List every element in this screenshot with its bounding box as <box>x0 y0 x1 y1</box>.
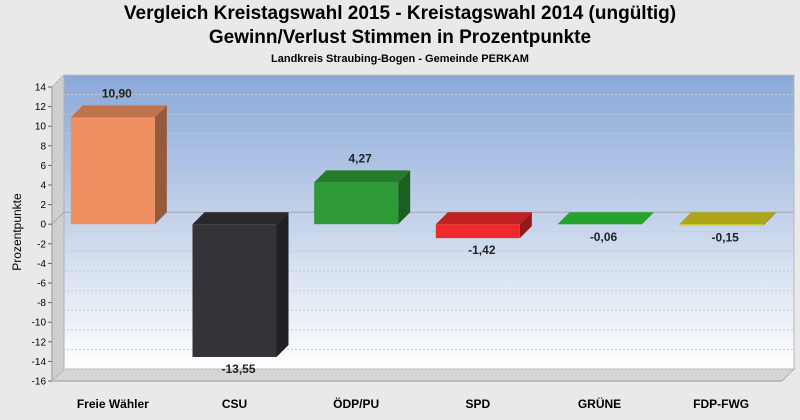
x-category-label: Freie Wähler <box>77 397 149 411</box>
chart-subtitle: Landkreis Straubing-Bogen - Gemeinde PER… <box>271 53 529 65</box>
y-tick-label: 0 <box>40 220 46 231</box>
bar <box>557 212 654 225</box>
y-tick-label: 12 <box>35 102 47 113</box>
bar-front <box>435 224 520 239</box>
bar <box>70 105 167 225</box>
bar-top <box>70 105 167 118</box>
bar-side <box>398 170 411 225</box>
bar <box>435 212 532 239</box>
chart-title-line-2: Gewinn/Verlust Stimmen in Prozentpunkte <box>208 27 592 48</box>
data-label: 4,27 <box>348 151 372 165</box>
grid-line <box>51 133 794 147</box>
bar-top <box>192 212 289 225</box>
y-tick-label: 8 <box>40 141 46 152</box>
y-tick-label: 10 <box>35 122 47 133</box>
grid-line <box>51 192 794 205</box>
y-tick-label: -2 <box>37 239 46 250</box>
bar-top <box>314 170 411 183</box>
grid-line <box>51 270 794 284</box>
bar-side <box>641 212 654 225</box>
grid-line <box>51 172 794 186</box>
grid-line <box>51 94 794 107</box>
grid-line <box>51 329 794 343</box>
bar-front <box>314 182 399 225</box>
y-tick-label: -16 <box>32 377 47 388</box>
bar-side <box>519 212 532 239</box>
bar-front <box>70 117 155 225</box>
x-category-label: CSU <box>222 397 247 411</box>
bar-side <box>276 212 289 357</box>
y-axis-ticks: 14 12 10 8 6 4 2 0 -2 -4 -6 -8 -10 -12 -14 -16 <box>32 83 52 388</box>
y-tick-label: -14 <box>32 357 47 368</box>
y-tick-label: -8 <box>37 298 46 309</box>
data-labels: 10,90 -13,55 4,27 -1,42 -0,06 -0,15 <box>102 86 739 376</box>
grid-line <box>51 368 794 382</box>
plot-floor <box>50 368 796 382</box>
chart-title: Vergleich Kreistagswahl 2015 - Kreistags… <box>0 2 800 50</box>
y-tick-label: 4 <box>40 181 46 192</box>
bar-top <box>557 212 654 225</box>
y-tick-label: -10 <box>32 318 47 329</box>
bar-top <box>435 212 532 225</box>
data-label: -0,06 <box>590 230 618 244</box>
x-category-label: SPD <box>465 397 490 411</box>
data-label: -1,42 <box>468 243 496 257</box>
bar-side <box>763 212 776 226</box>
y-tick-label: 2 <box>40 200 46 211</box>
x-category-label: GRÜNE <box>578 396 621 411</box>
y-tick-label: -12 <box>32 337 47 348</box>
category-labels: Freie Wähler CSU ÖDP/PU SPD GRÜNE FDP-FWG <box>77 396 749 411</box>
grid-lines <box>51 74 794 382</box>
y-tick-label: 6 <box>40 161 46 172</box>
data-label: -13,55 <box>221 362 255 376</box>
bar-top <box>679 212 776 225</box>
grid-line <box>51 231 794 245</box>
x-category-label: ÖDP/PU <box>333 396 379 411</box>
plot-back-wall <box>63 74 795 370</box>
grid-line <box>51 113 794 127</box>
bar <box>679 212 776 226</box>
y-tick-label: -6 <box>37 279 46 290</box>
grid-line <box>51 309 794 323</box>
grid-line <box>51 348 794 362</box>
grid-line <box>51 290 794 303</box>
x-category-label: FDP-FWG <box>693 397 749 411</box>
chart-title-line-1: Vergleich Kreistagswahl 2015 - Kreistags… <box>123 3 677 24</box>
bar-side <box>154 105 167 225</box>
grid-line <box>51 74 794 88</box>
data-label: -0,15 <box>711 231 739 245</box>
bar <box>192 212 289 357</box>
bars <box>70 105 776 357</box>
bar <box>314 170 411 225</box>
y-tick-label: 14 <box>35 83 47 94</box>
bar-front <box>192 224 277 357</box>
y-tick-label: -4 <box>37 259 46 270</box>
grid-line <box>51 152 794 166</box>
bar-front <box>679 224 764 226</box>
grid-line <box>51 211 794 225</box>
data-label: 10,90 <box>102 86 132 100</box>
grid-line <box>51 250 794 264</box>
plot-background <box>50 73 796 383</box>
